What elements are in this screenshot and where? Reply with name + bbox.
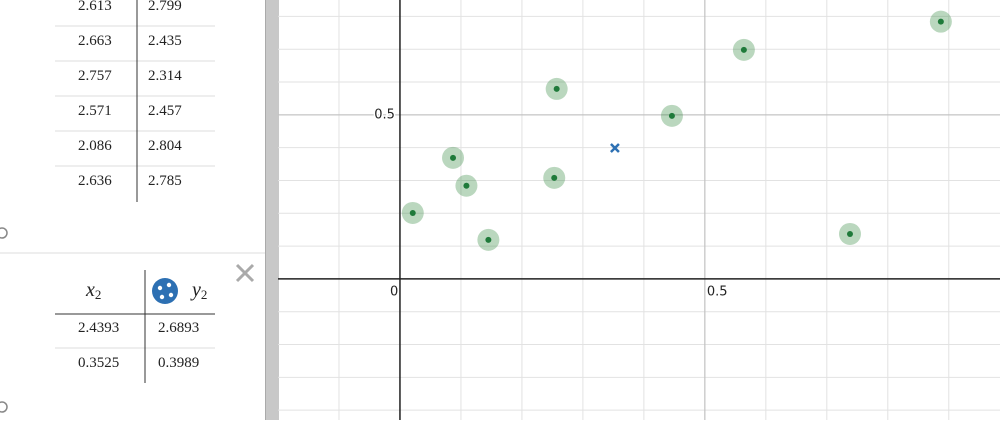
zoom-icon[interactable]: [0, 401, 8, 413]
point: [846, 230, 853, 237]
cross-stroke: [610, 143, 620, 153]
column-header: y2: [190, 279, 207, 302]
graph-paper[interactable]: 0 0.5 0.5: [278, 0, 1000, 420]
table-cell: 2.4393: [78, 320, 120, 336]
point: [463, 182, 470, 189]
table-cell: 0.3525: [78, 355, 120, 371]
point: [937, 18, 944, 25]
table-cell: 2.571: [78, 103, 112, 119]
y-tick-label: 0.5: [374, 107, 395, 122]
table-cell: 2.435: [148, 33, 182, 49]
cross-point: [610, 143, 620, 153]
table-cell: 2.314: [148, 68, 182, 84]
table-cell: 0.3989: [158, 355, 200, 371]
header-subscript: 2: [95, 287, 102, 302]
point: [551, 174, 558, 181]
header-symbol: x: [85, 279, 95, 301]
table-area: x2 y2: [0, 0, 265, 413]
zoom-icon[interactable]: [0, 227, 8, 239]
table-cell: 2.636: [78, 173, 112, 189]
point: [740, 46, 747, 53]
table-cell: 2.613: [78, 0, 112, 14]
point: [553, 85, 560, 92]
point: [668, 112, 675, 119]
close-button[interactable]: [235, 263, 255, 283]
scrollbar[interactable]: [265, 0, 279, 420]
point: [450, 154, 457, 161]
table-cell: 2.757: [78, 68, 112, 84]
table-cell: 2.6893: [158, 320, 200, 336]
table-cell: 2.785: [148, 173, 182, 189]
header-subscript: 2: [201, 287, 208, 302]
point: [409, 209, 416, 216]
point-style-icon[interactable]: [152, 278, 178, 304]
table-cell: 2.457: [148, 103, 182, 119]
header-symbol: y: [190, 279, 201, 301]
table-cell: 2.086: [78, 138, 112, 154]
point: [485, 236, 492, 243]
x-tick-label: 0: [390, 284, 398, 299]
column-header: x2: [85, 279, 101, 302]
table-cell: 2.799: [148, 0, 182, 14]
table-cell: 2.663: [78, 33, 112, 49]
table-cell: 2.804: [148, 138, 182, 154]
expression-panel: x2 y2 2.613 2.799 2.663 2.435 2.757 2.314 2.571…: [0, 0, 265, 420]
x-tick-label: 0.5: [707, 284, 728, 299]
